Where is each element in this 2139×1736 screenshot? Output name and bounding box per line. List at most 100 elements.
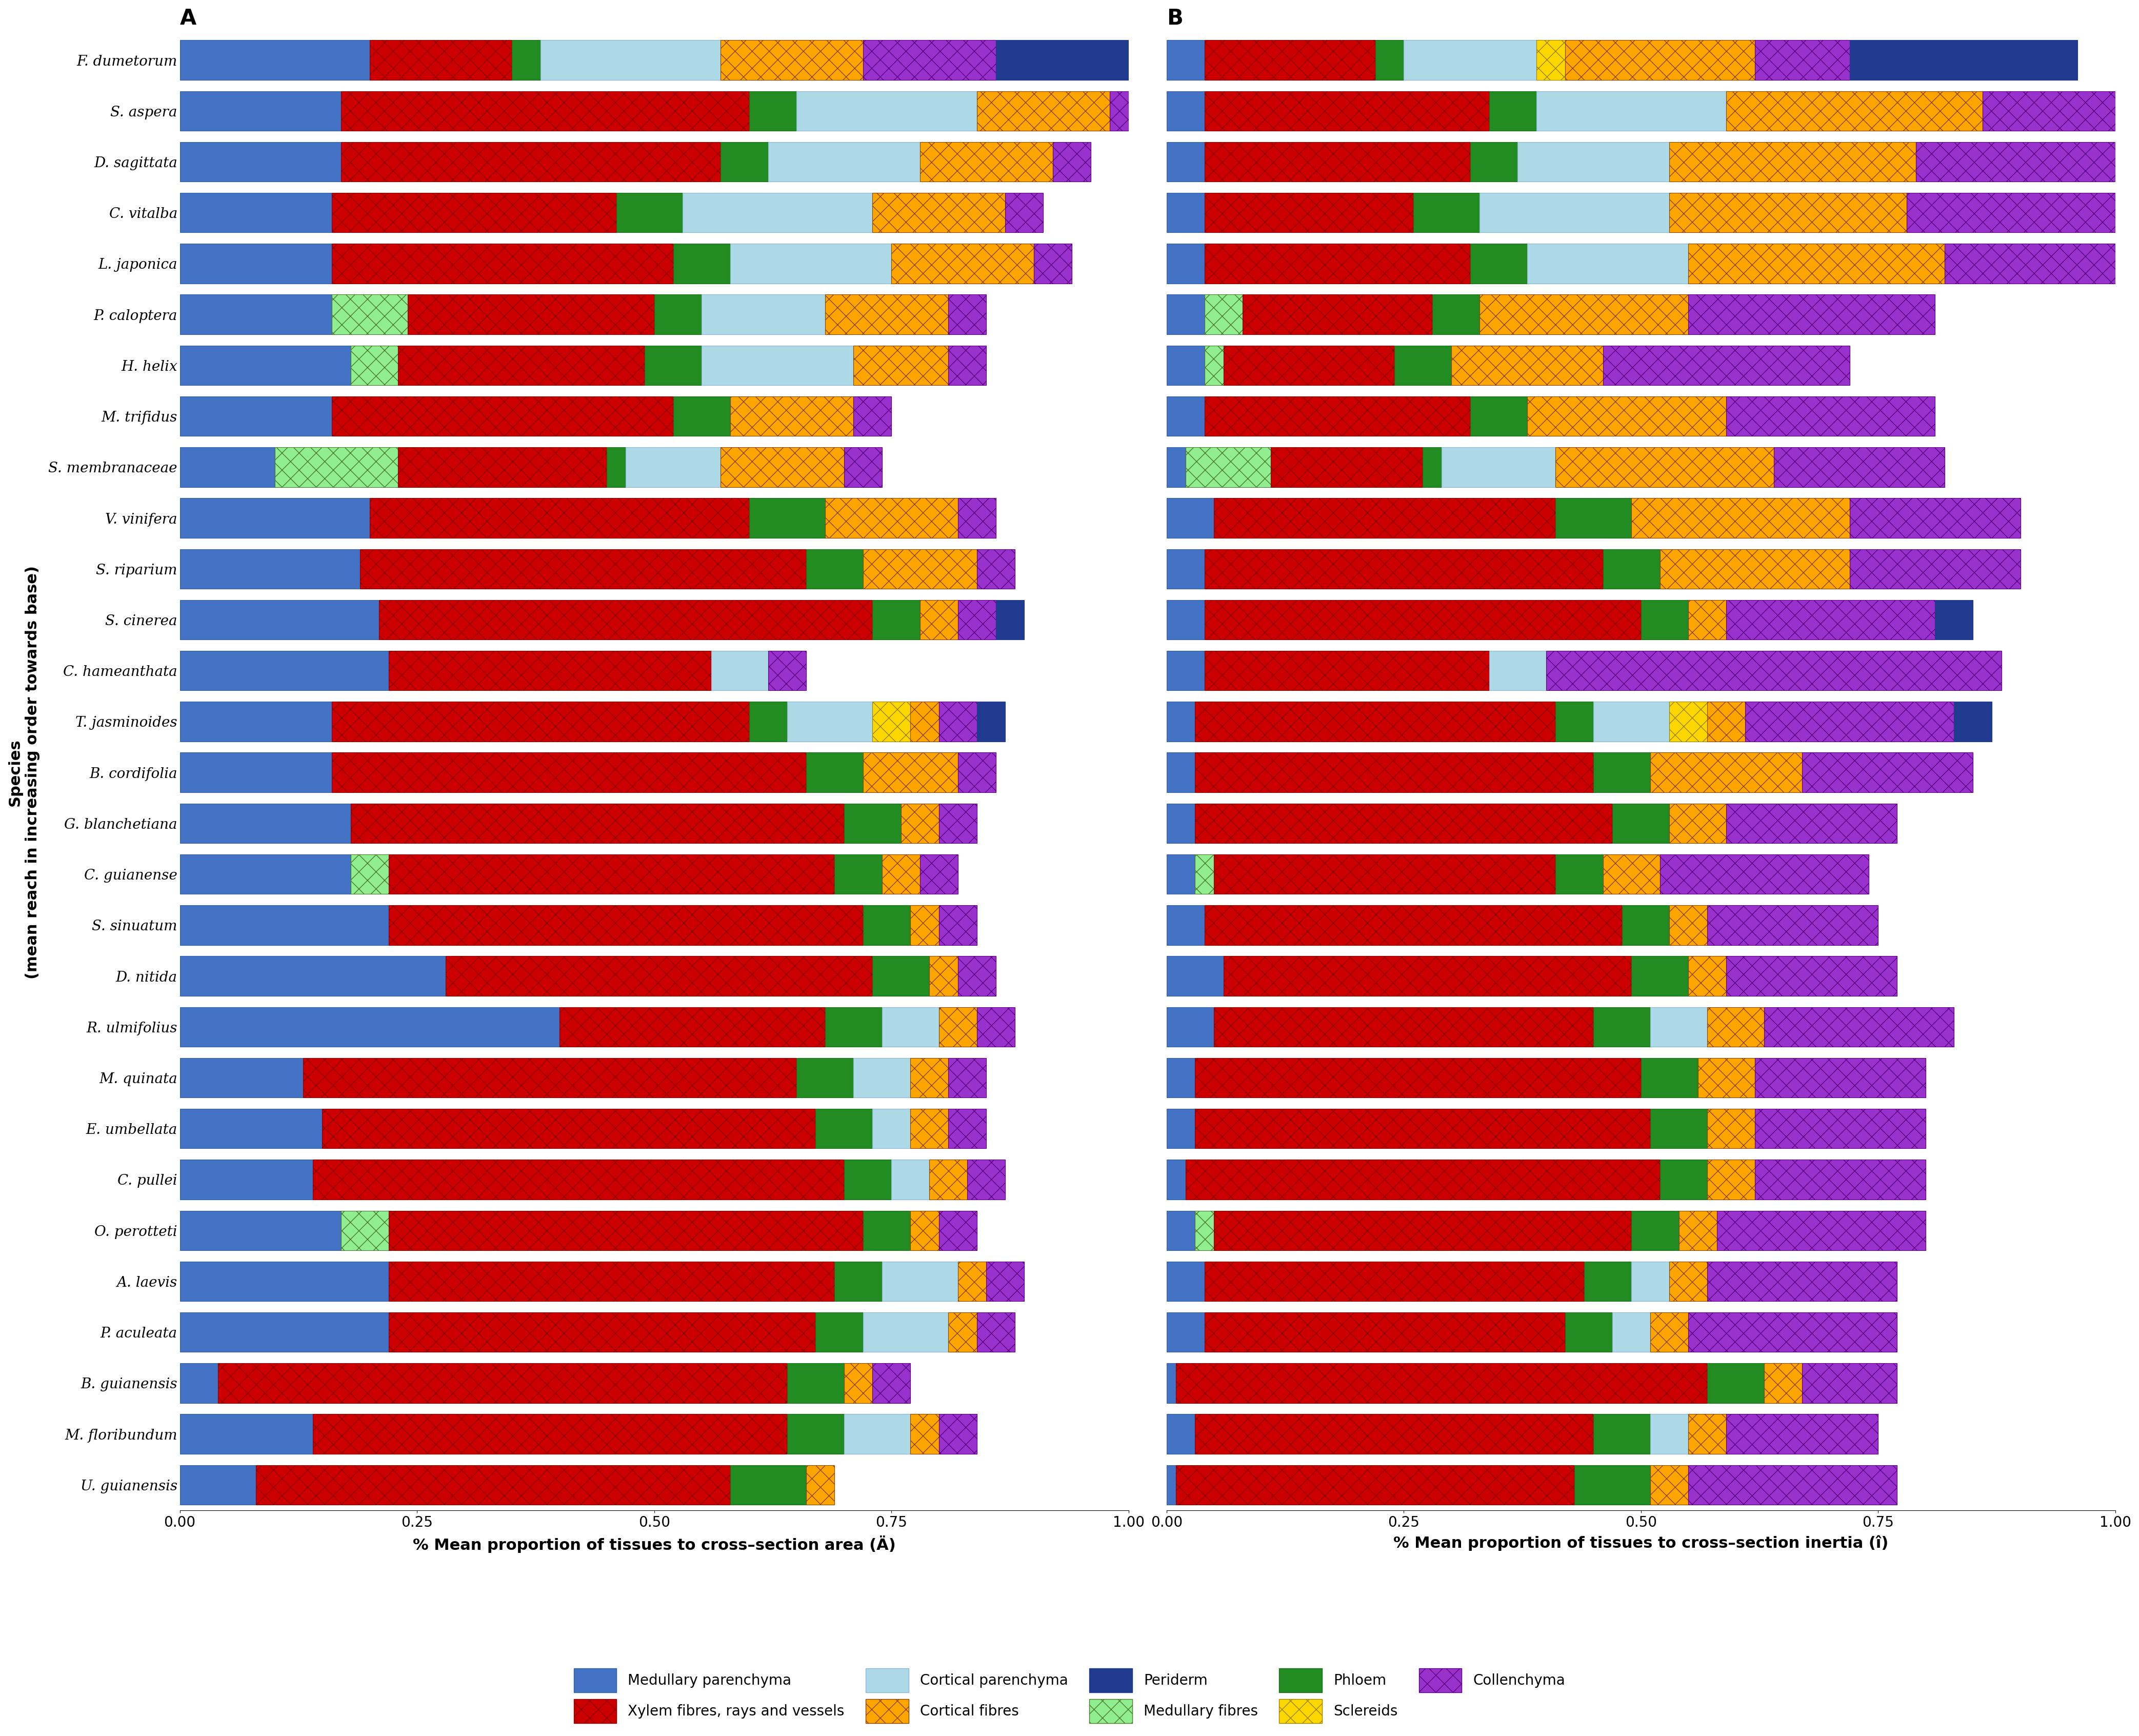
- Bar: [1726, 90, 1983, 130]
- Bar: [1375, 40, 1403, 80]
- Bar: [1602, 549, 1660, 589]
- Bar: [1204, 1312, 1566, 1352]
- Bar: [1613, 1312, 1651, 1352]
- Bar: [1594, 1007, 1651, 1047]
- Bar: [1185, 1160, 1660, 1200]
- Bar: [1204, 193, 1414, 233]
- Bar: [180, 1262, 389, 1302]
- Bar: [1196, 1415, 1594, 1453]
- Bar: [1602, 345, 1850, 385]
- Bar: [389, 1210, 862, 1250]
- Bar: [1536, 40, 1566, 80]
- Bar: [845, 448, 881, 488]
- Bar: [1660, 1160, 1707, 1200]
- Bar: [218, 1363, 787, 1403]
- Bar: [180, 396, 332, 436]
- Bar: [1688, 1465, 1897, 1505]
- Bar: [1765, 1007, 1955, 1047]
- Bar: [1765, 1363, 1803, 1403]
- Bar: [1166, 1160, 1185, 1200]
- Bar: [180, 40, 370, 80]
- Bar: [409, 295, 655, 335]
- Bar: [787, 1415, 845, 1453]
- Bar: [332, 193, 616, 233]
- Bar: [1166, 854, 1196, 894]
- Bar: [1668, 193, 1906, 233]
- Bar: [721, 448, 845, 488]
- Bar: [1850, 498, 2021, 538]
- Bar: [939, 1415, 978, 1453]
- Bar: [862, 40, 997, 80]
- Bar: [1196, 753, 1594, 792]
- Bar: [1651, 1312, 1688, 1352]
- Bar: [1536, 90, 1726, 130]
- Bar: [1641, 1057, 1698, 1097]
- Bar: [729, 243, 892, 283]
- Bar: [1110, 90, 1149, 130]
- Bar: [948, 1109, 986, 1149]
- Bar: [1527, 243, 1688, 283]
- Bar: [939, 804, 978, 844]
- Bar: [948, 1312, 978, 1352]
- Bar: [674, 243, 729, 283]
- Bar: [1707, 1160, 1754, 1200]
- Bar: [180, 753, 332, 792]
- Bar: [1166, 1210, 1196, 1250]
- Bar: [1166, 90, 1204, 130]
- Bar: [1204, 651, 1489, 691]
- Bar: [1204, 40, 1375, 80]
- Bar: [1688, 295, 1936, 335]
- Bar: [948, 345, 986, 385]
- Bar: [1621, 904, 1668, 944]
- Bar: [180, 1415, 312, 1453]
- Bar: [1668, 142, 1917, 182]
- Bar: [1166, 193, 1204, 233]
- Bar: [815, 1312, 862, 1352]
- Bar: [180, 498, 370, 538]
- Bar: [1632, 957, 1688, 996]
- Bar: [1983, 90, 2139, 130]
- X-axis label: % Mean proportion of tissues to cross–section area (Ä): % Mean proportion of tissues to cross–se…: [413, 1535, 896, 1552]
- Bar: [180, 142, 340, 182]
- Bar: [1803, 753, 1972, 792]
- Bar: [1204, 90, 1489, 130]
- Bar: [1176, 1465, 1574, 1505]
- Bar: [180, 854, 351, 894]
- Bar: [1632, 498, 1850, 538]
- Bar: [1602, 854, 1660, 894]
- Bar: [1546, 651, 2002, 691]
- Bar: [398, 448, 607, 488]
- Bar: [332, 701, 749, 741]
- Bar: [351, 854, 389, 894]
- Bar: [1480, 193, 1668, 233]
- Bar: [1527, 396, 1726, 436]
- Bar: [1215, 854, 1555, 894]
- Bar: [1613, 804, 1668, 844]
- Text: B: B: [1166, 7, 1183, 30]
- Text: A: A: [180, 7, 197, 30]
- Bar: [978, 549, 1014, 589]
- Bar: [806, 549, 862, 589]
- Bar: [389, 651, 710, 691]
- Bar: [1422, 448, 1442, 488]
- Bar: [721, 142, 768, 182]
- Bar: [1651, 1415, 1688, 1453]
- Bar: [768, 142, 920, 182]
- Bar: [1166, 904, 1204, 944]
- Bar: [1196, 701, 1555, 741]
- Bar: [1632, 1262, 1668, 1302]
- Bar: [379, 601, 873, 639]
- Bar: [1469, 243, 1527, 283]
- Bar: [815, 1109, 873, 1149]
- Bar: [862, 753, 958, 792]
- Bar: [1707, 904, 1878, 944]
- Bar: [541, 40, 721, 80]
- Bar: [1204, 904, 1621, 944]
- Bar: [787, 701, 873, 741]
- Bar: [1033, 243, 1072, 283]
- Bar: [1718, 1210, 1925, 1250]
- Bar: [1668, 1262, 1707, 1302]
- Bar: [1450, 345, 1602, 385]
- Bar: [873, 957, 928, 996]
- Bar: [1555, 701, 1594, 741]
